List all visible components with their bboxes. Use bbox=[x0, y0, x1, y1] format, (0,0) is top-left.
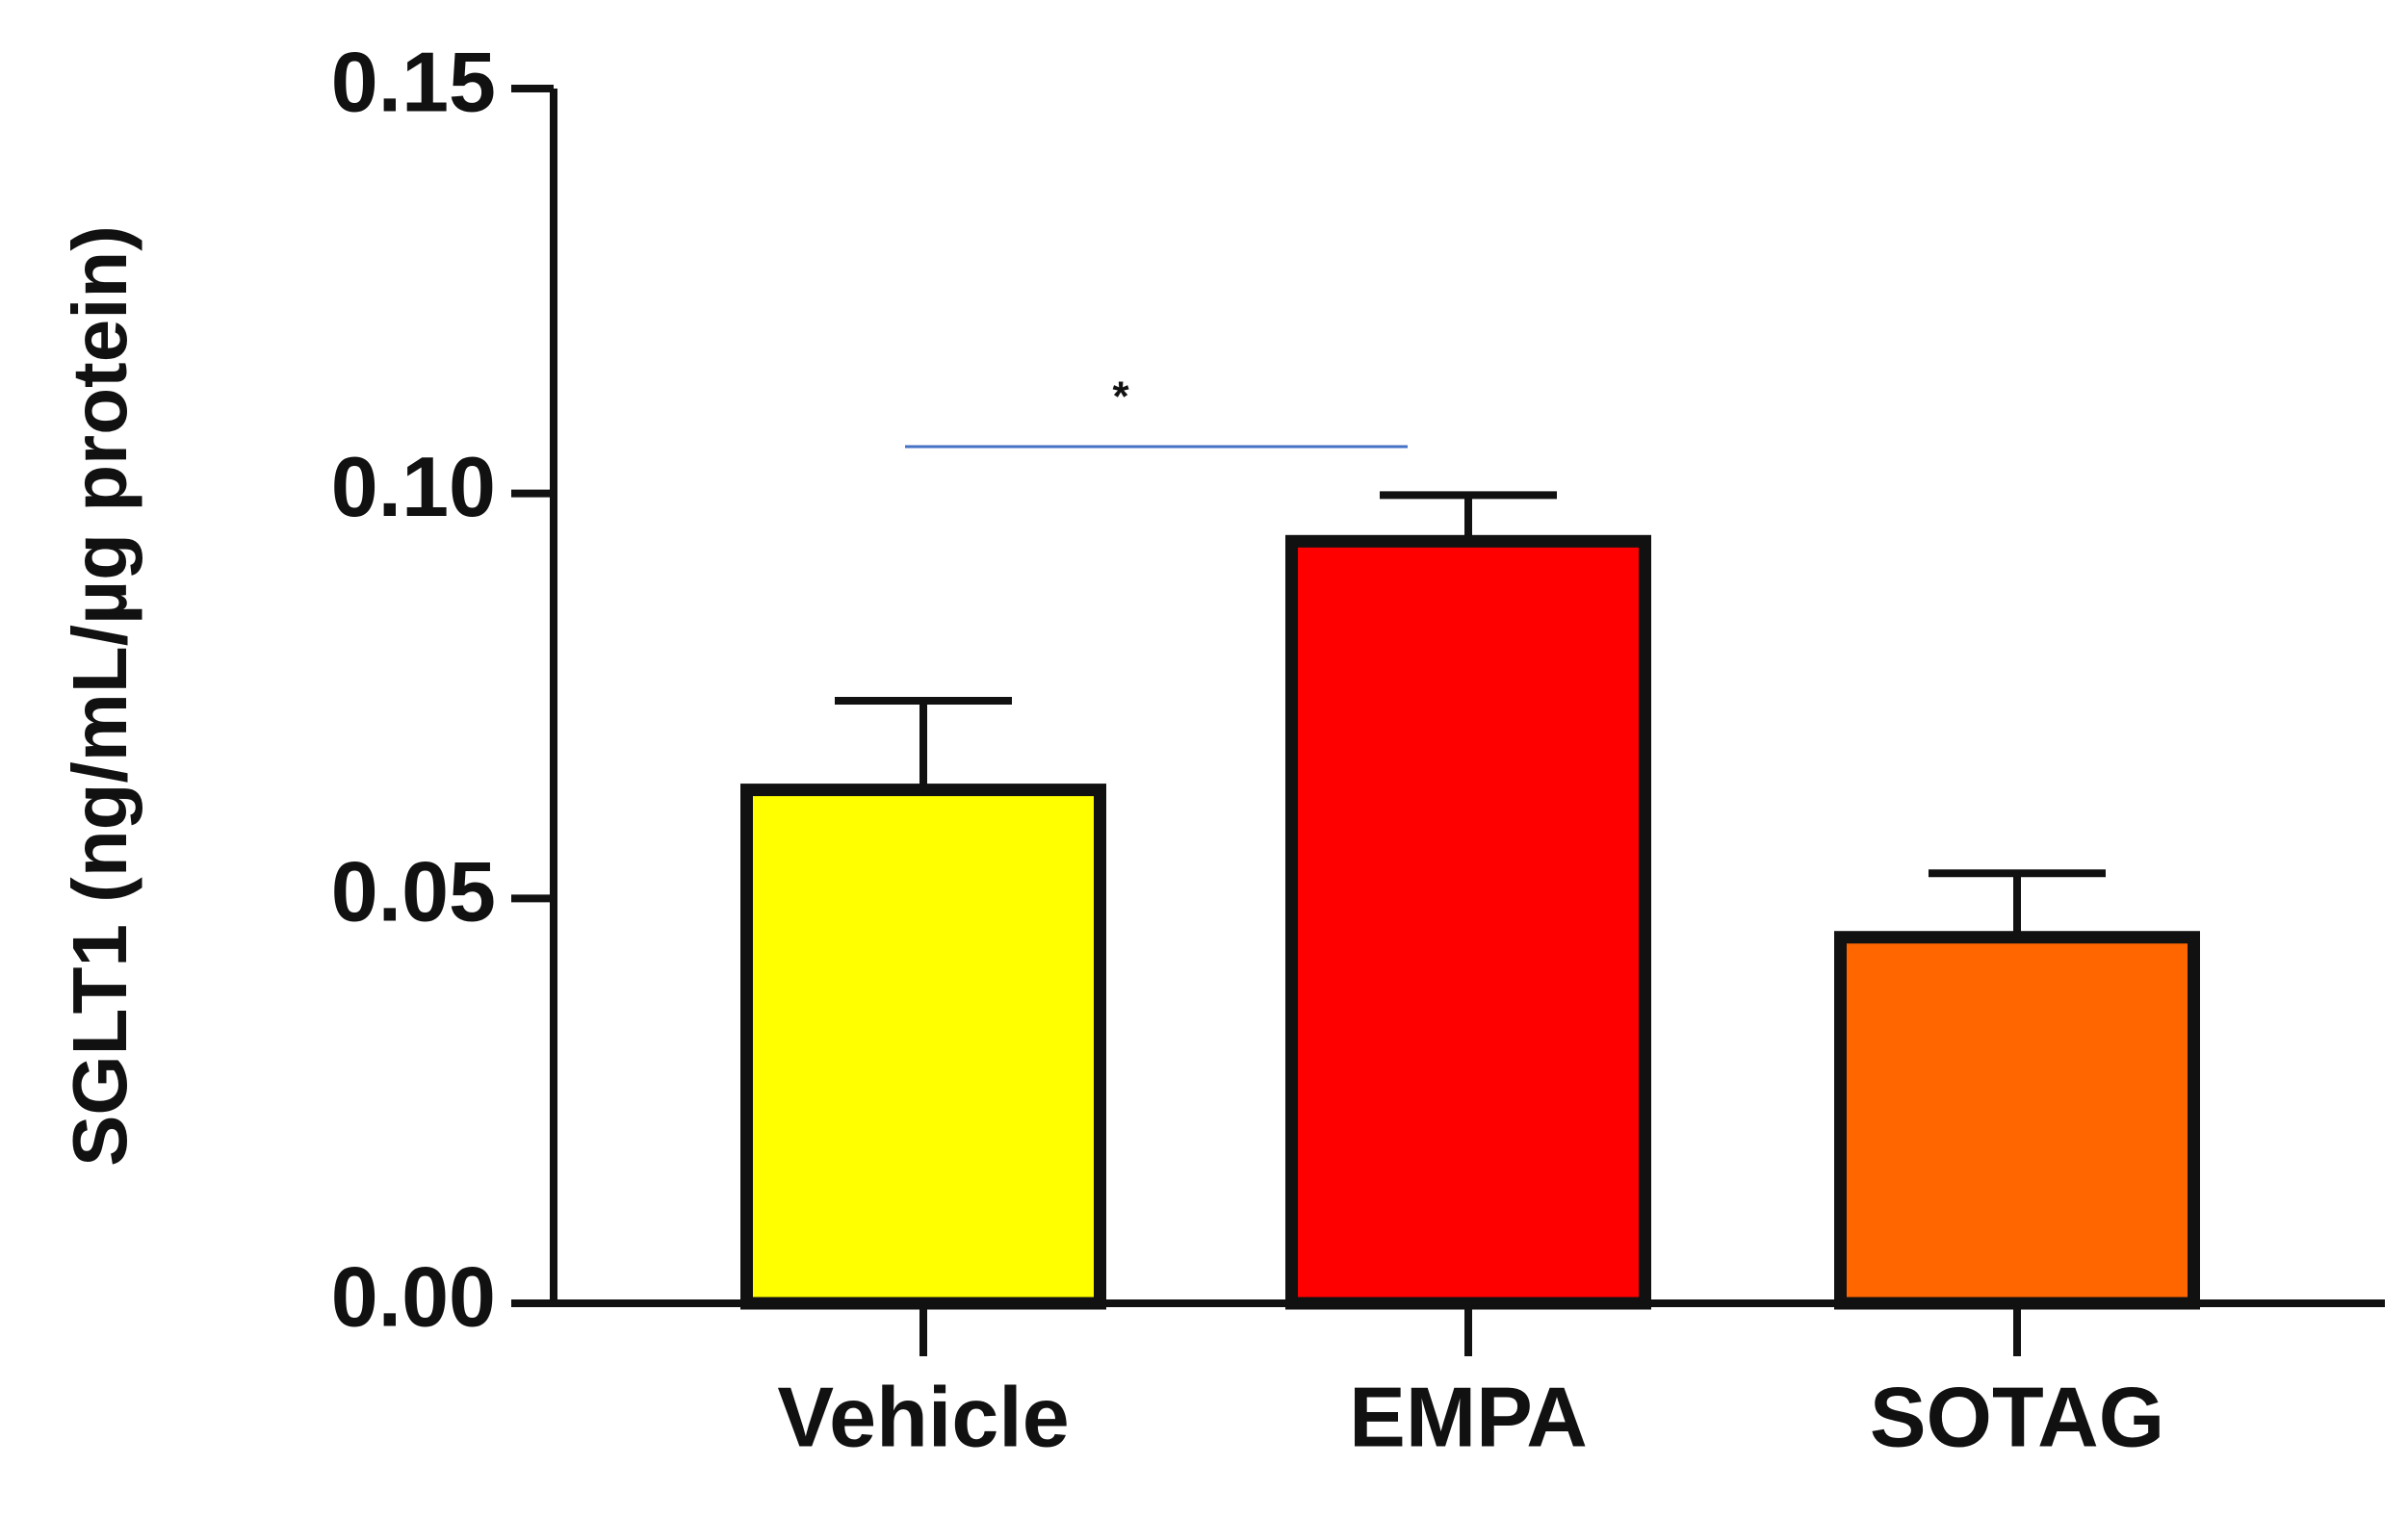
bar bbox=[1285, 534, 1651, 1310]
x-tick-label: SOTAG bbox=[1870, 1369, 2164, 1464]
y-axis-label: SGLT1 (ng/mL/µg protein) bbox=[57, 225, 142, 1167]
x-tick-label: EMPA bbox=[1349, 1369, 1588, 1464]
bar bbox=[1834, 931, 2200, 1310]
bar bbox=[740, 784, 1106, 1310]
significance-label: * bbox=[1112, 373, 1129, 421]
y-tick-label: 0.10 bbox=[331, 439, 496, 534]
y-tick-label: 0.05 bbox=[331, 844, 496, 939]
x-tick-label: Vehicle bbox=[777, 1369, 1069, 1464]
y-tick-label: 0.00 bbox=[331, 1248, 496, 1344]
y-tick-label: 0.15 bbox=[331, 34, 496, 129]
